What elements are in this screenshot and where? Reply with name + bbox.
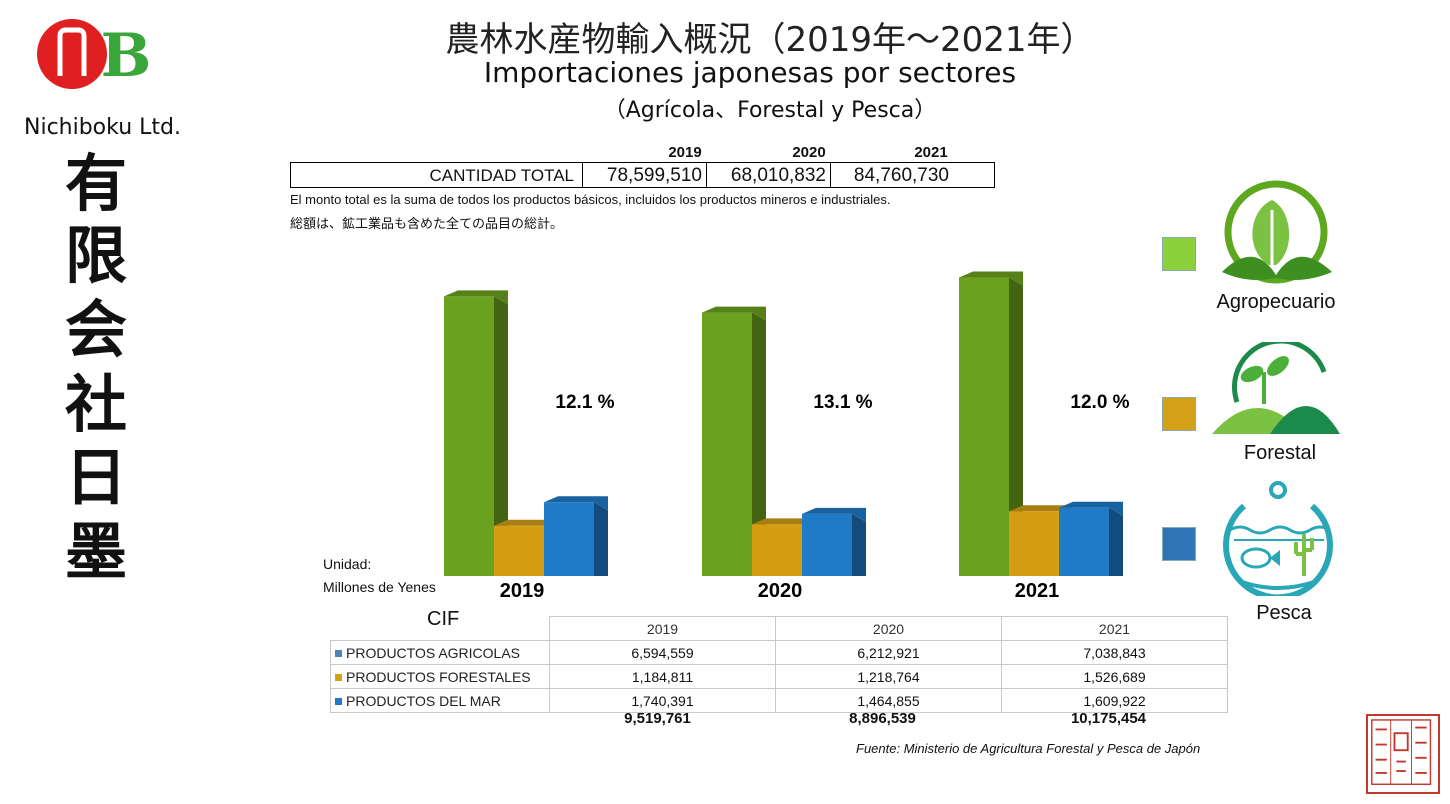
total-year-2019: 2019 bbox=[668, 144, 702, 161]
bar-pesca-2021 bbox=[1059, 507, 1109, 576]
legend-swatch-forestal bbox=[1162, 397, 1196, 431]
subtitle: （Agrícola、Forestal y Pesca） bbox=[603, 98, 937, 123]
total-table: CANTIDAD TOTAL 78,599,510 68,010,832 84,… bbox=[290, 162, 995, 188]
row-marker bbox=[335, 673, 342, 681]
table-cell: 1,464,855 bbox=[775, 688, 1002, 713]
vertical-char-1: 有 bbox=[64, 147, 127, 220]
bar-pesca-2021-side bbox=[1109, 507, 1123, 576]
table-cell: 1,526,689 bbox=[1001, 664, 1228, 689]
vertical-char-2: 限 bbox=[64, 219, 127, 292]
bar-pesca-2020-side bbox=[852, 513, 866, 576]
company-name: Nichiboku Ltd. bbox=[24, 115, 181, 140]
x-tick-label-2020: 2020 bbox=[758, 580, 803, 602]
sum-2020: 8,896,539 bbox=[849, 710, 916, 727]
total-value-2021: 84,760,730 bbox=[853, 165, 949, 186]
vertical-char-3: 会 bbox=[64, 293, 127, 366]
table-header-2021: 2021 bbox=[1001, 616, 1228, 641]
table-cell: 1,184,811 bbox=[549, 664, 776, 689]
bar-forestal-2020 bbox=[752, 524, 802, 576]
company-seal bbox=[1366, 714, 1440, 794]
row-label: PRODUCTOS AGRICOLAS bbox=[346, 644, 521, 661]
cif-table: 2019 2020 2021 PRODUCTOS AGRICOLAS 6,594… bbox=[330, 616, 1228, 713]
seedling-hill-icon bbox=[1212, 342, 1340, 434]
table-header-row: 2019 2020 2021 bbox=[331, 616, 1228, 641]
row-marker bbox=[335, 649, 342, 657]
row-label-cell: PRODUCTOS DEL MAR bbox=[330, 688, 550, 713]
bar-agropecuario-2019-top bbox=[444, 290, 508, 305]
total-value-2019: 78,599,510 bbox=[583, 163, 707, 187]
company-logo: B bbox=[37, 19, 152, 91]
bar-pesca-2019-top bbox=[544, 496, 608, 511]
percent-label-2019: 12.1 % bbox=[555, 392, 614, 413]
table-row: PRODUCTOS FORESTALES 1,184,811 1,218,764… bbox=[330, 664, 1228, 689]
bar-agropecuario-2019-side bbox=[494, 296, 508, 576]
bar-pesca-2020-top bbox=[802, 507, 866, 522]
bar-forestal-2021 bbox=[1009, 511, 1059, 576]
percent-label-2021: 12.0 % bbox=[1070, 392, 1129, 413]
table-cell: 6,212,921 bbox=[775, 640, 1002, 665]
bar-agropecuario-2021-side bbox=[1009, 277, 1023, 576]
cif-label: CIF bbox=[427, 608, 460, 630]
bar-agropecuario-2021 bbox=[959, 277, 1009, 576]
bar-agropecuario-2019 bbox=[444, 296, 494, 576]
row-label-cell: PRODUCTOS FORESTALES bbox=[330, 664, 550, 689]
legend-swatch-agropecuario bbox=[1162, 237, 1196, 271]
bar-agropecuario-2020-side bbox=[752, 312, 766, 576]
svg-text:B: B bbox=[101, 21, 152, 91]
legend-label-forestal: Forestal bbox=[1243, 442, 1317, 464]
table-row: PRODUCTOS AGRICOLAS 6,594,559 6,212,921 … bbox=[330, 640, 1228, 665]
vertical-char-5: 日 bbox=[64, 441, 127, 514]
source-note: Fuente: Ministerio de Agricultura Forest… bbox=[856, 741, 1201, 756]
unit-label: Unidad: bbox=[323, 556, 372, 572]
bar-agropecuario-2020-top bbox=[702, 306, 766, 321]
table-row: PRODUCTOS DEL MAR 1,740,391 1,464,855 1,… bbox=[330, 688, 1228, 713]
bar-forestal-2019-top bbox=[494, 519, 558, 534]
legend-label-pesca: Pesca bbox=[1256, 602, 1312, 624]
title-spanish: Importaciones japonesas por sectores bbox=[483, 56, 1017, 89]
cabbage-leaf-icon bbox=[1222, 180, 1332, 284]
vertical-char-4: 社 bbox=[64, 368, 127, 441]
title-japanese: 農林水産物輸入概況（2019年～2021年） bbox=[445, 20, 1095, 60]
percent-label-2020: 13.1 % bbox=[813, 392, 872, 413]
row-label-cell: PRODUCTOS AGRICOLAS bbox=[330, 640, 550, 665]
x-tick-label-2021: 2021 bbox=[1015, 580, 1060, 602]
x-tick-label-2019: 2019 bbox=[500, 580, 545, 602]
table-cell: 1,609,922 bbox=[1001, 688, 1228, 713]
table-cell: 1,218,764 bbox=[775, 664, 1002, 689]
note-japanese: 総額は、鉱工業品も含めた全ての品目の総計。 bbox=[290, 216, 564, 231]
bar-pesca-2020 bbox=[802, 513, 852, 576]
bar-agropecuario-2020 bbox=[702, 312, 752, 576]
legend-swatch-pesca bbox=[1162, 527, 1196, 561]
total-value-2020: 68,010,832 bbox=[707, 163, 831, 187]
table-header-2019: 2019 bbox=[549, 616, 776, 641]
bar-forestal-2020-top bbox=[752, 518, 816, 533]
bar-agropecuario-2021-top bbox=[959, 271, 1023, 286]
row-label: PRODUCTOS FORESTALES bbox=[346, 668, 531, 685]
fishbowl-icon bbox=[1223, 481, 1333, 596]
note-spanish: El monto total es la suma de todos los p… bbox=[290, 192, 891, 207]
table-cell: 7,038,843 bbox=[1001, 640, 1228, 665]
total-label: CANTIDAD TOTAL bbox=[291, 163, 583, 187]
bar-pesca-2021-top bbox=[1059, 501, 1123, 516]
bar-pesca-2019 bbox=[544, 502, 594, 576]
total-year-2021: 2021 bbox=[914, 144, 948, 161]
bar-forestal-2021-top bbox=[1009, 505, 1073, 520]
bar-pesca-2019-side bbox=[594, 502, 608, 576]
unit-value: Millones de Yenes bbox=[323, 579, 436, 595]
sum-2021: 10,175,454 bbox=[1070, 710, 1147, 727]
header-blank bbox=[331, 617, 550, 641]
table-header-2020: 2020 bbox=[775, 616, 1002, 641]
table-cell: 1,740,391 bbox=[549, 688, 776, 713]
row-label: PRODUCTOS DEL MAR bbox=[346, 692, 501, 709]
table-cell: 6,594,559 bbox=[549, 640, 776, 665]
sum-2019: 9,519,761 bbox=[624, 710, 691, 727]
legend-label-agropecuario: Agropecuario bbox=[1216, 291, 1336, 313]
bar-forestal-2019 bbox=[494, 525, 544, 576]
total-year-2020: 2020 bbox=[792, 144, 826, 161]
row-marker bbox=[335, 697, 342, 705]
vertical-char-6: 墨 bbox=[64, 515, 127, 588]
